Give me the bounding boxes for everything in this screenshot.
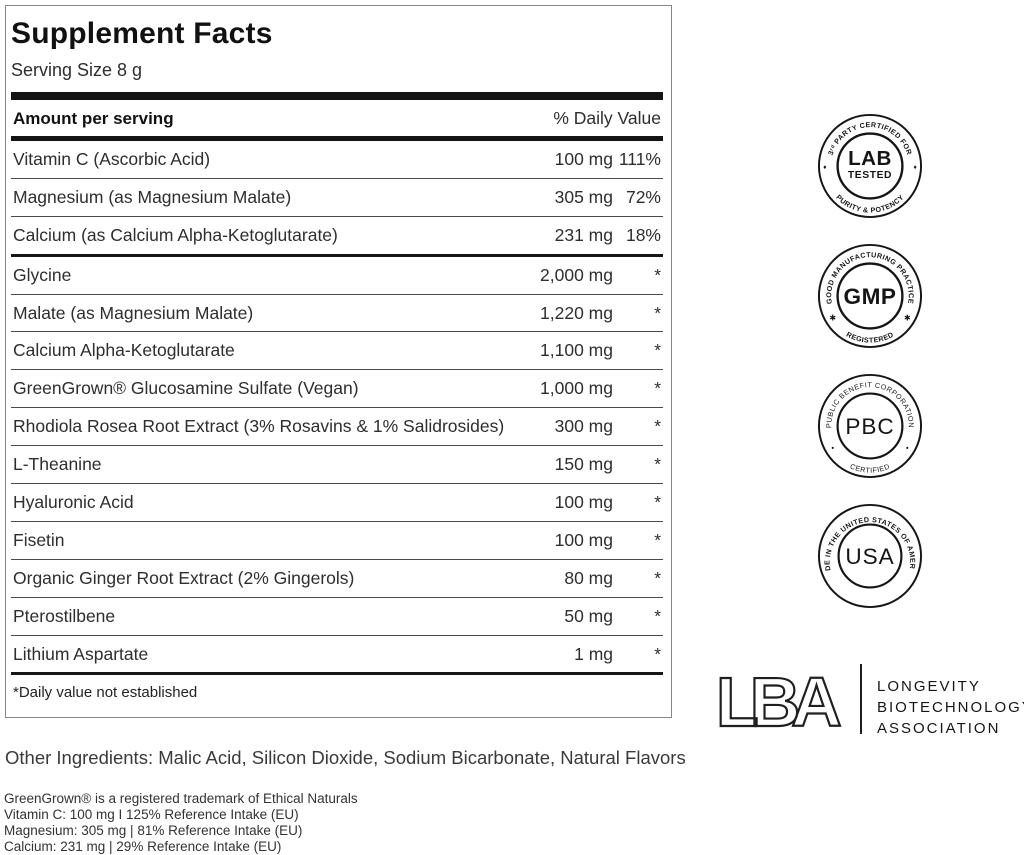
ingredient-amount: 300 mg	[554, 416, 613, 437]
ingredient-name: Calcium Alpha-Ketoglutarate	[13, 340, 235, 361]
ingredient-dv: *	[654, 416, 661, 437]
table-row: Calcium Alpha-Ketoglutarate 1,100 mg *	[11, 332, 663, 371]
table-row: Pterostilbene 50 mg *	[11, 598, 663, 636]
ingredient-dv: 18%	[625, 224, 661, 245]
table-row: Magnesium (as Magnesium Malate) 305 mg 72%	[11, 179, 663, 217]
serving-size: Serving Size 8 g	[11, 60, 143, 80]
table-row: Vitamin C (Ascorbic Acid) 100 mg 111%	[11, 141, 663, 179]
ingredient-dv: 111%	[618, 148, 661, 169]
other-ingredients: Other Ingredients: Malic Acid, Silicon D…	[5, 747, 686, 768]
header-amount-per-serving: Amount per serving	[13, 109, 174, 128]
svg-text:PBC: PBC	[845, 414, 894, 439]
ingredient-dv: *	[654, 340, 661, 361]
ingredient-dv: *	[654, 529, 661, 550]
star-separator-icon: ✱	[829, 314, 836, 323]
gmp-badge-icon: GOOD MANUFACTURING PRACTICE REGISTERED ✱…	[817, 243, 923, 349]
ingredient-name: Fisetin	[13, 529, 65, 550]
table-row: Glycine 2,000 mg *	[11, 257, 663, 295]
ingredient-dv: *	[654, 643, 661, 664]
lba-logo: LBA LONGEVITY BIOTECHNOLOGY ASSOCIATION	[712, 662, 1024, 740]
lba-monogram-icon: LBA	[715, 662, 851, 740]
svg-text:LAB: LAB	[848, 147, 892, 170]
droplet-separator-icon: ♦	[823, 164, 827, 171]
table-row: Organic Ginger Root Extract (2% Gingerol…	[11, 560, 663, 598]
ingredient-amount: 100 mg	[554, 529, 613, 550]
ingredient-dv: 72%	[625, 186, 661, 207]
ingredient-name: Calcium (as Calcium Alpha-Ketoglutarate)	[13, 224, 338, 245]
ingredient-amount: 1 mg	[574, 643, 613, 664]
table-header: Amount per serving % Daily Value	[11, 100, 663, 136]
ingredient-name: Rhodiola Rosea Root Extract (3% Rosavins…	[13, 416, 505, 437]
ingredient-dv: *	[654, 264, 661, 285]
lba-wordmark: LONGEVITY BIOTECHNOLOGY ASSOCIATION	[877, 662, 1024, 739]
lab-tested-badge-icon: 3ʳᵈ PARTY CERTIFIED FOR PURITY & POTENCY…	[817, 113, 923, 219]
lba-word: LONGEVITY	[877, 678, 981, 695]
lba-word: ASSOCIATION	[877, 720, 1001, 737]
ingredient-dv: *	[654, 605, 661, 626]
dot-separator-icon: •	[831, 444, 834, 453]
table-row: Fisetin 100 mg *	[11, 522, 663, 560]
svg-text:GMP: GMP	[844, 284, 897, 309]
ingredient-amount: 150 mg	[554, 454, 613, 475]
panel-title: Supplement Facts	[11, 17, 273, 50]
ingredient-name: Magnesium (as Magnesium Malate)	[13, 186, 292, 207]
fine-print-line: Vitamin C: 100 mg I 125% Reference Intak…	[4, 807, 299, 822]
ingredient-name: Hyaluronic Acid	[13, 491, 134, 512]
table-row: GreenGrown® Glucosamine Sulfate (Vegan) 1…	[11, 370, 663, 409]
ingredient-name: Malate (as Magnesium Malate)	[13, 302, 254, 323]
table-row: Calcium (as Calcium Alpha-Ketoglutarate)…	[11, 217, 663, 257]
ingredient-name: Glycine	[13, 264, 72, 285]
fine-print-line: Magnesium: 305 mg | 81% Reference Intake…	[4, 823, 303, 838]
svg-text:LBA: LBA	[716, 663, 840, 740]
ingredient-name: L-Theanine	[13, 454, 102, 475]
table-row: Rhodiola Rosea Root Extract (3% Rosavins…	[11, 408, 663, 447]
ingredient-dv: *	[654, 491, 661, 512]
ingredient-amount: 231 mg	[554, 224, 613, 245]
ingredient-amount: 1,100 mg	[540, 340, 613, 361]
ingredient-amount: 50 mg	[564, 605, 613, 626]
ingredient-amount: 80 mg	[564, 567, 613, 588]
lba-word: BIOTECHNOLOGY	[877, 699, 1024, 716]
star-separator-icon: ✱	[904, 314, 911, 323]
fine-print-line: Calcium: 231 mg | 29% Reference Intake (…	[4, 839, 282, 854]
table-row: L-Theanine 150 mg *	[11, 446, 663, 485]
ingredient-dv: *	[654, 454, 661, 475]
table-row: Lithium Aspartate 1 mg *	[11, 636, 663, 676]
made-in-usa-badge-icon: MADE IN THE UNITED STATES OF AMERICA USA	[816, 502, 923, 609]
ingredient-dv: *	[654, 378, 661, 399]
ingredient-name: Lithium Aspartate	[13, 643, 149, 664]
table-row: Malate (as Magnesium Malate) 1,220 mg *	[11, 295, 663, 333]
thick-divider	[11, 92, 663, 100]
ingredient-dv: *	[654, 567, 661, 588]
ingredient-amount: 2,000 mg	[540, 264, 613, 285]
ingredient-amount: 305 mg	[554, 186, 613, 207]
ingredient-amount: 100 mg	[554, 148, 613, 169]
ingredient-dv: *	[654, 302, 661, 323]
ingredient-name: Vitamin C (Ascorbic Acid)	[13, 148, 211, 169]
svg-text:TESTED: TESTED	[848, 170, 892, 181]
ingredient-name: Pterostilbene	[13, 605, 116, 626]
fine-print: GreenGrown® is a registered trademark of…	[4, 791, 358, 855]
table-row: Hyaluronic Acid 100 mg *	[11, 484, 663, 522]
vertical-divider	[860, 664, 862, 734]
svg-text:USA: USA	[845, 544, 894, 569]
pbc-badge-icon: PUBLIC BENEFIT CORPORATION CERTIFIED • •…	[817, 373, 923, 479]
daily-value-footnote: *Daily value not established	[13, 684, 198, 702]
ingredient-name: GreenGrown® Glucosamine Sulfate (Vegan)	[13, 378, 359, 399]
ingredient-name: Organic Ginger Root Extract (2% Gingerol…	[13, 567, 355, 588]
header-daily-value: % Daily Value	[553, 108, 661, 128]
svg-text:CERTIFIED: CERTIFIED	[849, 462, 891, 474]
supplement-facts-panel: Supplement Facts Serving Size 8 g Amount…	[5, 5, 672, 718]
fine-print-line: GreenGrown® is a registered trademark of…	[4, 791, 358, 806]
dot-separator-icon: •	[906, 444, 909, 453]
thick-divider	[11, 136, 663, 141]
ingredient-amount: 1,220 mg	[540, 302, 613, 323]
ingredient-amount: 100 mg	[554, 491, 613, 512]
droplet-separator-icon: ♦	[914, 164, 918, 171]
ingredient-amount: 1,000 mg	[540, 378, 613, 399]
svg-text:REGISTERED: REGISTERED	[845, 331, 895, 345]
